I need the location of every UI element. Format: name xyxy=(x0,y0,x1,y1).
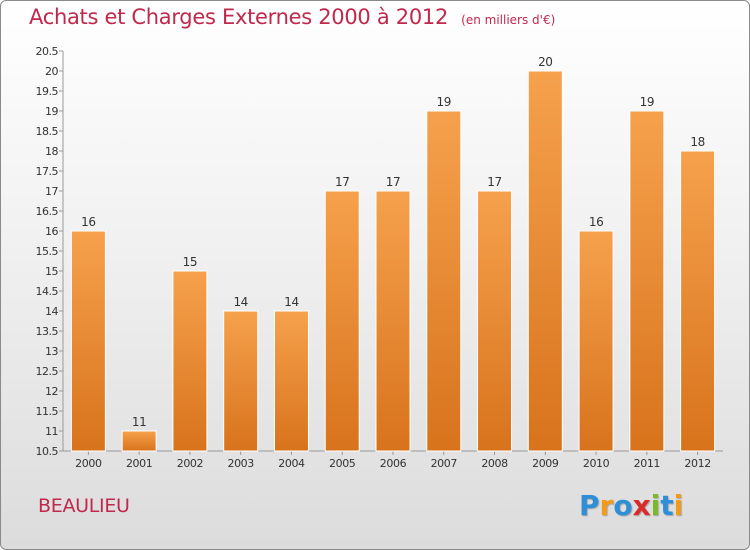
x-tick-label: 2012 xyxy=(684,457,710,470)
y-tick-label: 10.5 xyxy=(36,445,59,458)
x-tick-label: 2010 xyxy=(583,457,610,470)
bar xyxy=(172,270,208,452)
bar xyxy=(121,430,157,452)
bar xyxy=(578,230,614,452)
x-tick-label: 2000 xyxy=(75,457,102,470)
logo-letter: t xyxy=(660,489,674,522)
y-tick-label: 12.5 xyxy=(36,365,59,378)
y-tick-label: 18.5 xyxy=(36,125,59,138)
bar xyxy=(324,190,360,452)
y-tick-label: 17.5 xyxy=(36,165,59,178)
bar-data-label: 17 xyxy=(386,175,400,189)
logo-letter: r xyxy=(599,489,614,522)
logo-letter: i xyxy=(673,489,684,522)
y-tick-label: 11.5 xyxy=(36,405,59,418)
chart-axes: 10.5 11 11.5 12 12.5 13 13.5 14 14.5 15 15.5 16 16.5… xyxy=(36,45,723,470)
logo-letter: i xyxy=(650,489,661,522)
x-tick-label: 2006 xyxy=(380,457,407,470)
bar xyxy=(70,230,106,452)
bar xyxy=(680,150,716,452)
bar xyxy=(477,190,513,452)
bar xyxy=(273,310,309,452)
y-tick-label: 13 xyxy=(45,345,58,358)
x-tick-label: 2005 xyxy=(329,457,356,470)
bar xyxy=(223,310,259,452)
bar-data-label: 20 xyxy=(538,55,552,69)
y-tick-label: 13.5 xyxy=(36,325,59,338)
y-tick-label: 11 xyxy=(45,425,58,438)
x-tick-label: 2007 xyxy=(431,457,458,470)
bar-data-label: 14 xyxy=(284,295,298,309)
y-tick-label: 15 xyxy=(45,265,58,278)
logo-letter: P xyxy=(579,489,600,522)
x-tick-label: 2001 xyxy=(126,457,152,470)
y-tick-label: 14 xyxy=(45,305,58,318)
chart-title: Achats et Charges Externes 2000 à 2012 xyxy=(29,5,449,29)
chart-unit: (en milliers d'€) xyxy=(461,13,556,27)
chart-bars xyxy=(70,70,716,452)
x-tick-label: 2004 xyxy=(278,457,305,470)
proxiti-logo: Proxiti xyxy=(579,489,683,522)
bar xyxy=(629,110,665,452)
bar-data-label: 17 xyxy=(487,175,501,189)
x-tick-label: 2002 xyxy=(177,457,203,470)
bar-data-label: 16 xyxy=(589,215,603,229)
chart-data-labels: 16 11 15 14 14 17 17 19 17 20 16 19 18 xyxy=(81,55,705,429)
bar-data-label: 19 xyxy=(640,95,654,109)
y-tick-label: 15.5 xyxy=(36,245,59,258)
bar-data-label: 11 xyxy=(132,415,146,429)
bar-data-label: 17 xyxy=(335,175,349,189)
logo-letter: x xyxy=(632,489,651,522)
x-tick-label: 2008 xyxy=(481,457,508,470)
y-tick-label: 20.5 xyxy=(36,45,59,58)
bar-data-label: 14 xyxy=(233,295,247,309)
x-tick-label: 2011 xyxy=(634,457,660,470)
bar-data-label: 19 xyxy=(437,95,451,109)
y-tick-label: 17 xyxy=(45,185,58,198)
x-tick-label: 2009 xyxy=(532,457,559,470)
bar-data-label: 18 xyxy=(690,135,704,149)
x-tick-label: 2003 xyxy=(227,457,254,470)
bar xyxy=(527,70,563,452)
y-tick-label: 19 xyxy=(45,105,58,118)
y-tick-label: 19.5 xyxy=(36,85,59,98)
bar-data-label: 15 xyxy=(183,255,197,269)
town-name: BEAULIEU xyxy=(38,495,130,517)
bar xyxy=(375,190,411,452)
y-tick-label: 12 xyxy=(45,385,58,398)
chart-title-group: Achats et Charges Externes 2000 à 2012 (… xyxy=(29,5,555,29)
y-tick-label: 16.5 xyxy=(36,205,59,218)
bar-data-label: 16 xyxy=(81,215,95,229)
y-tick-label: 16 xyxy=(45,225,58,238)
y-tick-label: 14.5 xyxy=(36,285,59,298)
y-tick-label: 20 xyxy=(45,65,58,78)
y-tick-label: 18 xyxy=(45,145,58,158)
bar xyxy=(426,110,462,452)
logo-letter: o xyxy=(613,489,633,522)
